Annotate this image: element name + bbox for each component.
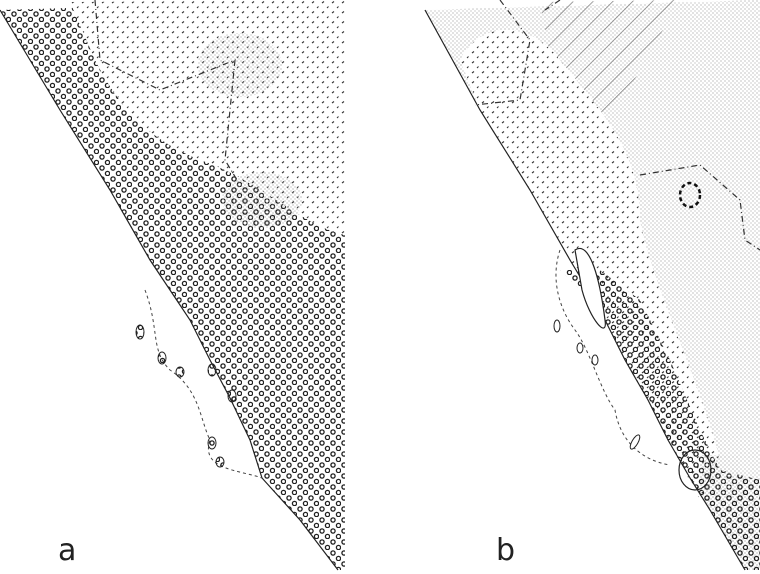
island [628, 434, 641, 451]
island [592, 355, 598, 365]
panel-label: a [58, 533, 76, 568]
page: a b (() => { const data = JSON.parse(doc… [0, 0, 760, 574]
map-figure: a b [0, 0, 760, 574]
island [208, 437, 216, 449]
island [158, 352, 166, 364]
island [208, 364, 216, 376]
stipple-blob [700, 455, 740, 495]
island [136, 325, 144, 339]
island [577, 343, 583, 353]
island [554, 320, 560, 332]
panel-label: b [496, 533, 515, 568]
island [176, 367, 184, 377]
island [216, 457, 224, 467]
panel-b: b [425, 0, 760, 570]
panel-a: a [0, 0, 345, 570]
stipple-blob [198, 33, 282, 97]
stipple-blob [222, 172, 302, 228]
island [228, 390, 236, 402]
